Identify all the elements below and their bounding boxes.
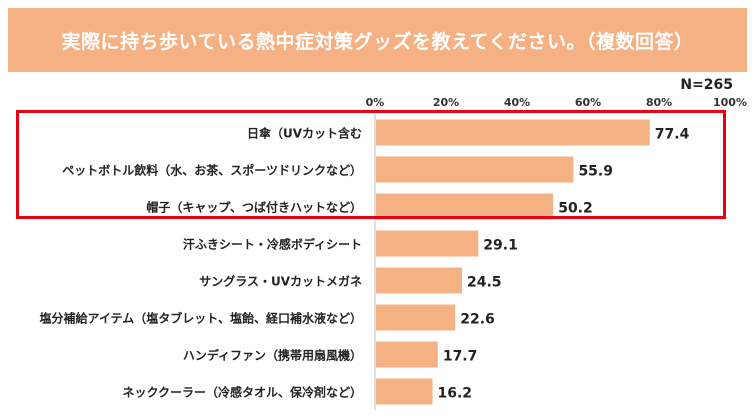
category-label: 汗ふきシート・冷感ボディシート <box>183 237 362 252</box>
bar <box>376 378 433 405</box>
data-label: 16.2 <box>438 386 473 402</box>
data-label: 29.1 <box>483 238 518 254</box>
bar <box>376 119 650 146</box>
chart-title-banner: 実際に持ち歩いている熱中症対策グッズを教えてください。（複数回答） <box>8 8 747 72</box>
x-tick-label: 20% <box>433 96 459 109</box>
category-label: ネッククーラー（冷感タオル、保冷剤など） <box>122 385 362 400</box>
category-label: 帽子（キャップ、つば付きハットなど） <box>146 200 362 215</box>
x-tick-label: 80% <box>646 96 672 109</box>
x-tick-label: 40% <box>504 96 530 109</box>
bar <box>376 341 438 368</box>
data-label: 55.9 <box>578 164 613 180</box>
bar <box>376 230 479 257</box>
data-label: 50.2 <box>558 201 593 217</box>
bar <box>376 304 456 331</box>
bar <box>376 193 554 220</box>
data-label: 22.6 <box>460 312 495 328</box>
chart-title: 実際に持ち歩いている熱中症対策グッズを教えてください。（複数回答） <box>61 30 694 53</box>
sample-size-label: N=265 <box>680 77 733 93</box>
category-label: サングラス・UVカットメガネ <box>199 274 362 289</box>
x-tick-label: 0% <box>366 96 385 109</box>
data-label: 17.7 <box>443 349 478 365</box>
x-tick-label: 60% <box>575 96 601 109</box>
data-label: 77.4 <box>655 127 690 143</box>
bar <box>376 267 462 294</box>
x-tick-label: 100% <box>713 96 747 109</box>
category-label: 日傘（UVカット含む <box>247 126 362 141</box>
bar <box>376 156 574 183</box>
category-label: 塩分補給アイテム（塩タブレット、塩飴、経口補水液など） <box>39 311 362 326</box>
category-label: ハンディファン（携帯用扇風機） <box>183 348 362 363</box>
category-label: ペットボトル飲料（水、お茶、スポーツドリンクなど） <box>62 163 362 178</box>
data-label: 24.5 <box>467 275 502 291</box>
